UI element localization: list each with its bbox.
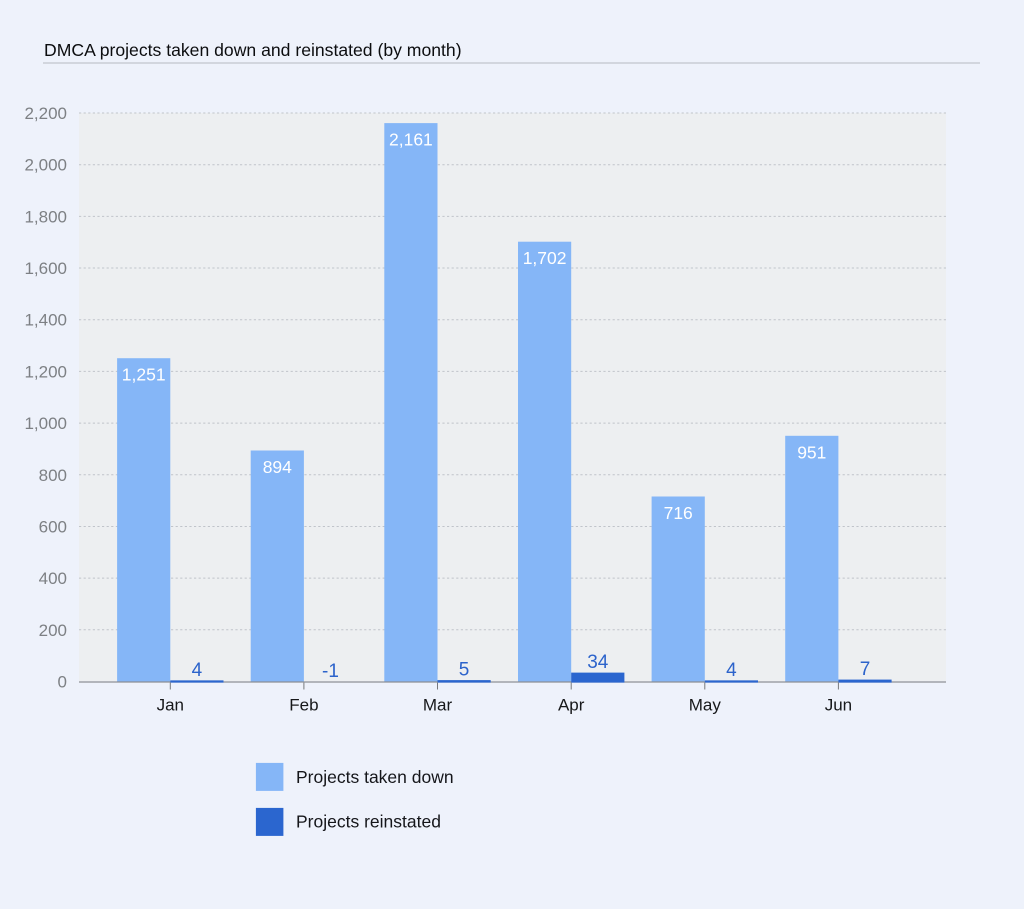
svg-text:Jun: Jun [825,696,852,715]
svg-text:1,600: 1,600 [24,259,67,278]
svg-text:7: 7 [860,659,871,680]
svg-text:1,000: 1,000 [24,414,67,433]
svg-text:Mar: Mar [423,696,453,715]
svg-text:DMCA projects taken down and r: DMCA projects taken down and reinstated … [44,40,462,60]
svg-text:400: 400 [39,569,67,588]
svg-text:Projects taken down: Projects taken down [296,767,454,787]
svg-text:Feb: Feb [289,696,318,715]
svg-text:1,251: 1,251 [122,365,166,385]
svg-text:1,800: 1,800 [24,207,67,226]
svg-text:1,400: 1,400 [24,311,67,330]
svg-text:-1: -1 [322,661,339,682]
svg-text:951: 951 [797,442,826,462]
svg-text:1,200: 1,200 [24,362,67,381]
svg-text:1,702: 1,702 [523,248,567,268]
svg-text:Apr: Apr [558,696,585,715]
svg-text:716: 716 [664,503,693,523]
svg-text:2,200: 2,200 [24,104,67,123]
svg-text:600: 600 [39,518,67,537]
svg-text:894: 894 [263,457,292,477]
svg-text:2,000: 2,000 [24,156,67,175]
svg-text:34: 34 [587,652,609,673]
svg-text:800: 800 [39,466,67,485]
svg-text:2,161: 2,161 [389,130,433,150]
svg-text:0: 0 [58,673,67,692]
svg-text:200: 200 [39,621,67,640]
svg-text:4: 4 [192,660,203,681]
svg-text:4: 4 [726,660,737,681]
svg-text:May: May [689,696,722,715]
svg-text:Projects reinstated: Projects reinstated [296,811,441,831]
svg-text:Jan: Jan [157,696,184,715]
svg-text:5: 5 [459,660,470,681]
